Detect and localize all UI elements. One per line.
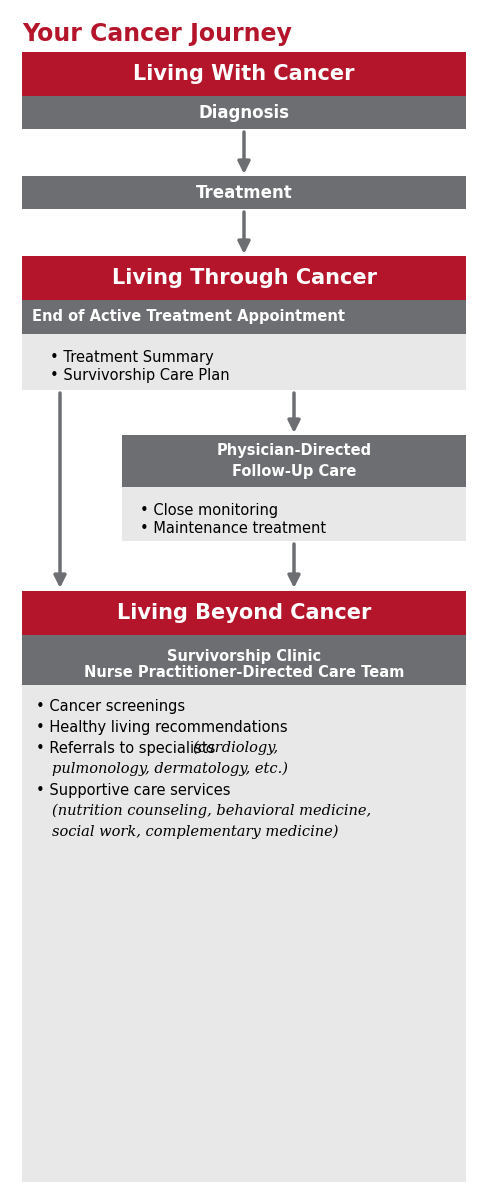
Bar xyxy=(22,176,466,209)
Text: • Close monitoring: • Close monitoring xyxy=(140,503,278,518)
Text: • Healthy living recommendations: • Healthy living recommendations xyxy=(36,720,287,734)
Bar xyxy=(22,96,466,128)
Text: Living With Cancer: Living With Cancer xyxy=(133,64,355,84)
Bar xyxy=(22,300,466,334)
Bar xyxy=(122,434,466,487)
Text: social work, complementary medicine): social work, complementary medicine) xyxy=(52,826,339,839)
Bar xyxy=(22,685,466,1182)
Text: End of Active Treatment Appointment: End of Active Treatment Appointment xyxy=(32,310,345,324)
Text: pulmonology, dermatology, etc.): pulmonology, dermatology, etc.) xyxy=(52,762,288,776)
Text: • Maintenance treatment: • Maintenance treatment xyxy=(140,521,326,536)
Text: (cardiology,: (cardiology, xyxy=(192,740,278,755)
Bar xyxy=(122,487,466,541)
Text: • Cancer screenings: • Cancer screenings xyxy=(36,698,185,714)
Text: • Supportive care services: • Supportive care services xyxy=(36,782,230,798)
Bar xyxy=(22,256,466,300)
Text: Living Through Cancer: Living Through Cancer xyxy=(111,268,377,288)
Text: Treatment: Treatment xyxy=(196,184,292,202)
Text: Survivorship Clinic: Survivorship Clinic xyxy=(167,649,321,664)
Bar xyxy=(22,52,466,96)
Text: • Treatment Summary: • Treatment Summary xyxy=(50,350,214,365)
Bar xyxy=(22,590,466,635)
Text: • Referrals to specialists: • Referrals to specialists xyxy=(36,740,220,756)
Text: Your Cancer Journey: Your Cancer Journey xyxy=(22,22,292,46)
Text: Nurse Practitioner-Directed Care Team: Nurse Practitioner-Directed Care Team xyxy=(84,665,404,680)
Bar xyxy=(22,635,466,685)
Text: Diagnosis: Diagnosis xyxy=(199,103,289,121)
Bar xyxy=(22,334,466,390)
Text: • Survivorship Care Plan: • Survivorship Care Plan xyxy=(50,368,230,383)
Text: Physician-Directed
Follow-Up Care: Physician-Directed Follow-Up Care xyxy=(217,443,371,479)
Text: (nutrition counseling, behavioral medicine,: (nutrition counseling, behavioral medici… xyxy=(52,804,371,818)
Text: Living Beyond Cancer: Living Beyond Cancer xyxy=(117,602,371,623)
